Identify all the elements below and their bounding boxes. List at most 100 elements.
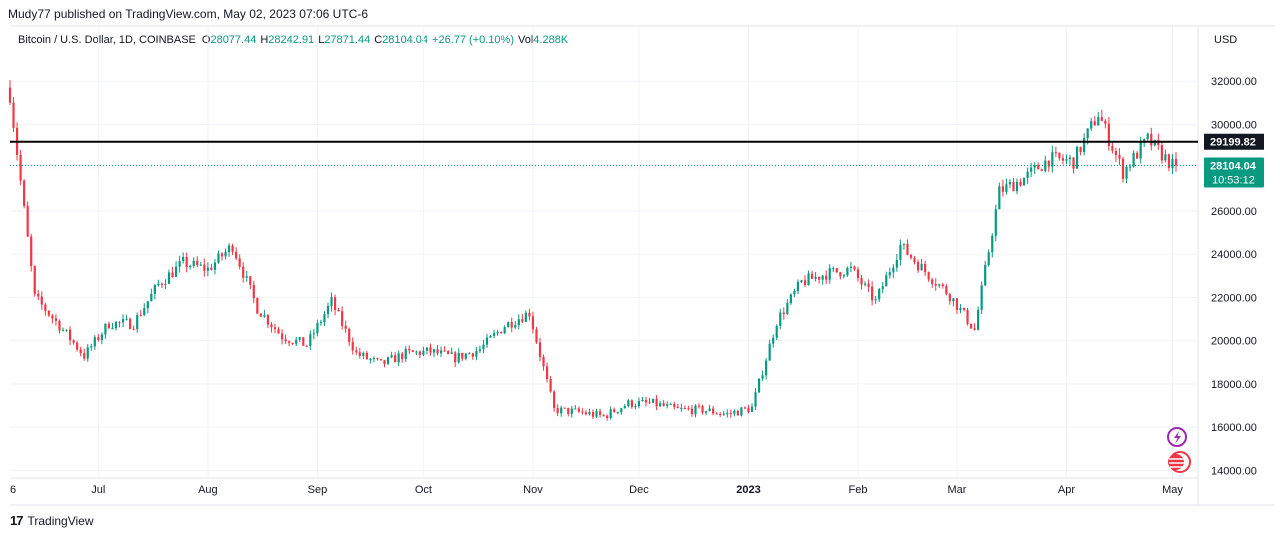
candle-body (747, 408, 750, 412)
candle-body (26, 205, 29, 237)
candle-body (51, 315, 54, 319)
candle-body (196, 260, 199, 266)
candle-body (492, 333, 496, 336)
candle-body (839, 272, 842, 277)
candle-body (1118, 155, 1121, 159)
candle-body (355, 350, 358, 353)
candle-body (630, 400, 633, 407)
candle-body (150, 293, 153, 302)
candle-body (998, 186, 1001, 210)
candle-body (708, 408, 711, 412)
candle-body (415, 351, 418, 353)
candle-body (227, 245, 231, 253)
candle-body (835, 268, 838, 273)
candle-body (768, 343, 771, 361)
candle-body (1033, 165, 1036, 168)
candle-body (72, 340, 75, 343)
candle-body (235, 251, 238, 259)
candle-body (273, 327, 277, 330)
candle-body (404, 348, 407, 360)
candle-body (931, 279, 934, 284)
candle-body (863, 283, 867, 285)
y-tick-label: 22000.00 (1211, 292, 1257, 304)
candle-body (1008, 181, 1012, 185)
candle-body (916, 262, 920, 271)
candle-body (694, 405, 697, 415)
candle-body (1100, 117, 1103, 121)
candle-body (606, 415, 609, 418)
candle-body (729, 413, 732, 415)
candle-body (927, 272, 930, 280)
candle-body (189, 265, 192, 267)
currency-label[interactable]: USD (1214, 34, 1238, 46)
candle-body (418, 351, 421, 356)
candle-body (1097, 117, 1100, 126)
x-tick-label: 6 (10, 484, 16, 496)
candle-body (125, 318, 128, 320)
footer-branding[interactable]: 17 TradingView (10, 513, 94, 528)
candle-body (12, 102, 15, 128)
ohlc-legend: Bitcoin / U.S. Dollar, 1D, COINBASE O 280… (18, 34, 568, 46)
candle-body (772, 337, 775, 344)
candle-body (242, 266, 245, 278)
candle-body (680, 408, 683, 410)
candle-body (107, 323, 111, 329)
candle-body (620, 408, 623, 413)
candle-body (19, 154, 22, 181)
candle-body (284, 339, 287, 342)
candle-body (358, 352, 361, 356)
candle-body (471, 353, 474, 357)
candle-body (1146, 133, 1149, 139)
candle-body (1121, 158, 1125, 179)
candle-body (726, 413, 729, 415)
candle-body (263, 315, 266, 317)
candle-body (913, 257, 916, 263)
candle-body (475, 350, 478, 357)
symbol-label[interactable]: Bitcoin / U.S. Dollar, 1D, COINBASE (18, 34, 196, 46)
candle-body (871, 286, 874, 301)
candle-body (270, 324, 273, 328)
lightning-icon (1174, 431, 1181, 444)
candle-body (825, 275, 828, 280)
candle-body (761, 375, 764, 379)
candle-body (139, 315, 142, 317)
candle-body (814, 276, 817, 279)
candle-body (563, 407, 566, 409)
candle-body (376, 358, 379, 360)
candle-body (743, 407, 747, 409)
x-tick-label: Jul (91, 484, 105, 496)
candle-body (634, 406, 637, 408)
candle-body (454, 352, 457, 363)
candle-body (945, 286, 948, 295)
candle-body (754, 392, 757, 407)
candle-body (577, 408, 580, 412)
candle-body (962, 307, 966, 311)
x-tick-label: Sep (308, 484, 328, 496)
candle-body (878, 289, 881, 300)
x-tick-label: Mar (947, 484, 966, 496)
candle-body (182, 257, 185, 262)
candle-body (807, 273, 810, 285)
candle-body (429, 347, 432, 353)
candle-body (83, 353, 86, 359)
candle-body (697, 405, 701, 407)
candle-body (846, 267, 849, 276)
candle-body (712, 408, 715, 414)
candle-body (602, 414, 605, 416)
candle-body (849, 266, 853, 268)
candle-body (902, 243, 906, 245)
candle-body (1132, 152, 1135, 167)
candle-body (574, 408, 577, 410)
candle-body (659, 403, 662, 407)
candle-body (842, 275, 845, 277)
candle-body (598, 411, 602, 415)
candle-body (489, 335, 492, 338)
candle-body (1114, 150, 1118, 156)
candle-body (439, 350, 443, 354)
candle-body (690, 408, 694, 415)
candle-body (542, 356, 545, 367)
candle-body (874, 299, 877, 301)
candle-body (224, 252, 227, 257)
candle-body (450, 352, 453, 354)
